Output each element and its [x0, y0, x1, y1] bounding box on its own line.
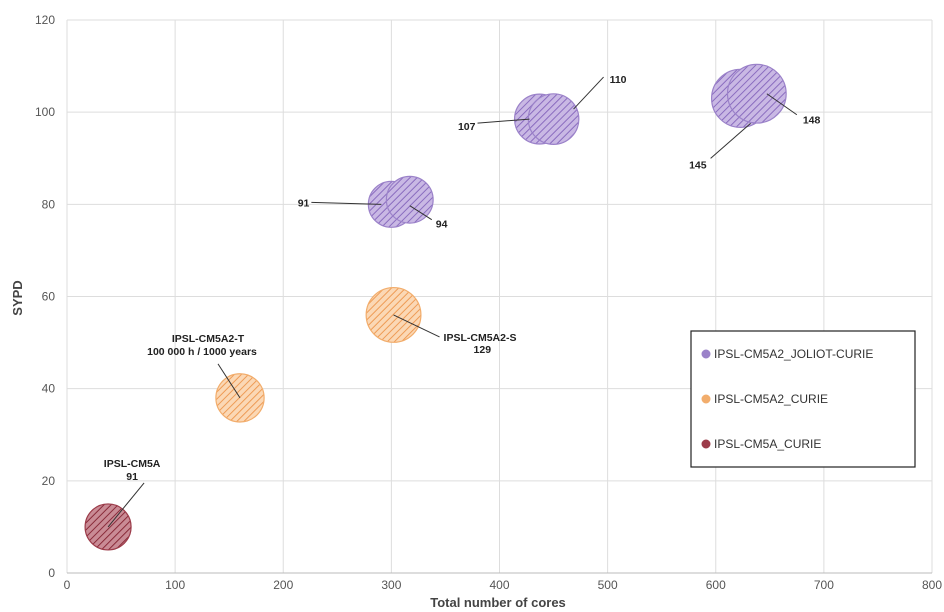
x-tick-label: 0: [64, 578, 71, 592]
bubble: [726, 63, 787, 124]
data-label: 107: [458, 121, 476, 133]
data-label: IPSL-CM5A2-T: [172, 333, 245, 345]
leader-line: [573, 76, 604, 110]
data-label: 145: [689, 159, 707, 171]
x-tick-label: 500: [598, 578, 618, 592]
leader-line: [710, 122, 751, 159]
data-label-sub: 100 000 h / 1000 years: [147, 346, 257, 358]
y-tick-label: 100: [35, 105, 55, 119]
data-label: 110: [610, 74, 627, 86]
legend-box: [690, 330, 916, 468]
data-label: 91: [298, 197, 310, 209]
legend-marker: [701, 394, 711, 404]
x-tick-label: 600: [706, 578, 726, 592]
leader-line: [766, 93, 798, 116]
bubble: [84, 503, 132, 551]
x-tick-label: 800: [922, 578, 942, 592]
legend-label: IPSL-CM5A2_JOLIOT-CURIE: [714, 347, 873, 361]
legend-marker: [701, 349, 711, 359]
leader-line: [107, 482, 145, 528]
data-label: IPSL-CM5A: [104, 458, 161, 470]
x-tick-label: 100: [165, 578, 185, 592]
legend: IPSL-CM5A2_JOLIOT-CURIE IPSL-CM5A2_CURIE I…: [690, 330, 916, 468]
leader-line: [393, 314, 440, 338]
x-tick-label: 200: [273, 578, 293, 592]
data-label: 94: [436, 219, 448, 231]
bubbles: [84, 63, 787, 551]
leader-line: [409, 205, 433, 221]
bubble: [527, 93, 580, 145]
y-axis: 0 20 40 60 80 100 120: [35, 13, 55, 580]
leader-line: [477, 118, 530, 124]
leader-line: [217, 363, 241, 399]
x-tick-label: 300: [381, 578, 401, 592]
data-label-sub: 91: [126, 471, 138, 483]
legend-label: IPSL-CM5A2_CURIE: [714, 392, 828, 406]
y-tick-label: 80: [42, 197, 56, 211]
x-tick-label: 400: [489, 578, 509, 592]
x-axis-title: Total number of cores: [430, 595, 566, 610]
data-label-sub: 129: [474, 344, 492, 356]
y-tick-label: 0: [48, 566, 55, 580]
legend-label: IPSL-CM5A_CURIE: [714, 437, 821, 451]
legend-marker: [701, 439, 711, 449]
y-tick-label: 60: [42, 290, 56, 304]
y-tick-label: 120: [35, 13, 55, 27]
leader-line: [311, 201, 382, 205]
x-axis: 0 100 200 300 400 500 600 700 800: [64, 572, 942, 592]
data-label: IPSL-CM5A2-S: [444, 332, 517, 344]
x-tick-label: 700: [814, 578, 834, 592]
y-axis-title: SYPD: [10, 280, 25, 315]
y-tick-label: 20: [42, 474, 56, 488]
y-tick-label: 40: [42, 382, 56, 396]
data-label: 148: [803, 115, 821, 127]
bubble: [385, 175, 434, 224]
gridlines: [66, 19, 933, 574]
